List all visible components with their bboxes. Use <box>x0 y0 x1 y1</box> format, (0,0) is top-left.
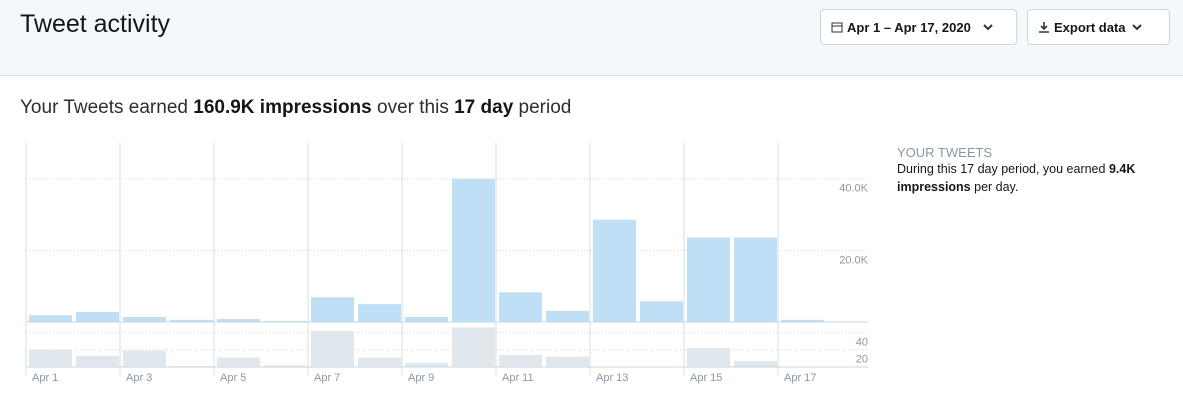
bar <box>358 357 401 367</box>
y-tick-label: 20 <box>856 354 868 366</box>
bar <box>170 319 213 322</box>
bar <box>29 349 72 367</box>
chart: 20.0K 40.0K 20 40 Apr 1 Apr 3 Apr 5 Apr 7 Apr 9 A… <box>25 143 869 384</box>
bar <box>123 350 166 367</box>
x-tick-label: Apr 17 <box>784 372 816 384</box>
sidebar-text: During this 17 day period, you earned <box>897 162 1109 176</box>
summary-text: Your Tweets earned <box>20 97 194 118</box>
header: Tweet activity Apr 1 – Apr 17, 2020 Expo… <box>0 0 1183 76</box>
bar <box>358 304 401 322</box>
sidebar-highlight: 9.4K impressions <box>897 162 1136 194</box>
bar <box>123 316 166 322</box>
x-tick-label: Apr 15 <box>690 372 722 384</box>
chevron <box>983 24 993 31</box>
x-tick-label: Apr 1 <box>32 372 58 384</box>
summary: Your Tweets earned 160.9K impressions ov… <box>20 97 571 119</box>
y-tick-label: 40 <box>856 337 868 349</box>
x-tick-label: Apr 13 <box>596 372 628 384</box>
calendar-icon <box>831 22 843 33</box>
bar <box>311 297 354 322</box>
bar <box>311 330 354 367</box>
sidebar-heading: YOUR TWEETS <box>897 145 993 160</box>
export-button[interactable]: Export data <box>1027 9 1170 45</box>
summary-highlight: 160.9K impressions <box>193 97 372 118</box>
sidebar-text: per day. <box>970 180 1019 194</box>
bar <box>217 319 260 322</box>
date-range-button[interactable]: Apr 1 – Apr 17, 2020 <box>820 9 1017 45</box>
bar <box>76 311 119 322</box>
download-icon <box>1039 22 1049 33</box>
page-title: Tweet activity <box>20 10 171 38</box>
bar <box>734 237 777 322</box>
summary-text: over this <box>371 97 455 118</box>
export-label: Export data <box>1054 19 1126 35</box>
bar <box>499 292 542 322</box>
bar <box>687 237 730 322</box>
x-tick-label: Apr 11 <box>502 372 534 384</box>
bar <box>781 319 824 322</box>
bar <box>687 348 730 367</box>
x-tick-label: Apr 9 <box>408 372 434 384</box>
bar <box>264 365 307 367</box>
bar <box>405 362 448 367</box>
summary-highlight: 17 day <box>454 97 514 118</box>
bar <box>499 354 542 367</box>
bar <box>264 320 307 322</box>
bar <box>640 301 683 322</box>
bar <box>546 310 589 322</box>
bar <box>593 219 636 322</box>
summary-text: period <box>513 97 572 118</box>
y-tick-label: 40.0K <box>839 183 868 195</box>
bar <box>29 315 72 322</box>
x-tick-label: Apr 3 <box>126 372 152 384</box>
chevron <box>1131 24 1142 31</box>
bar <box>76 355 119 367</box>
date-range: Apr 1 – Apr 17, 2020 <box>847 19 971 35</box>
bar <box>734 360 777 367</box>
sidebar: YOUR TWEETS During this 17 day period, y… <box>897 145 1177 196</box>
bar <box>405 316 448 322</box>
bar <box>546 356 589 367</box>
bar <box>217 357 260 367</box>
bar <box>452 178 495 322</box>
x-tick-label: Apr 5 <box>220 372 246 384</box>
bar <box>452 327 495 367</box>
x-tick-label: Apr 7 <box>314 372 340 384</box>
y-tick-label: 20.0K <box>839 254 868 266</box>
